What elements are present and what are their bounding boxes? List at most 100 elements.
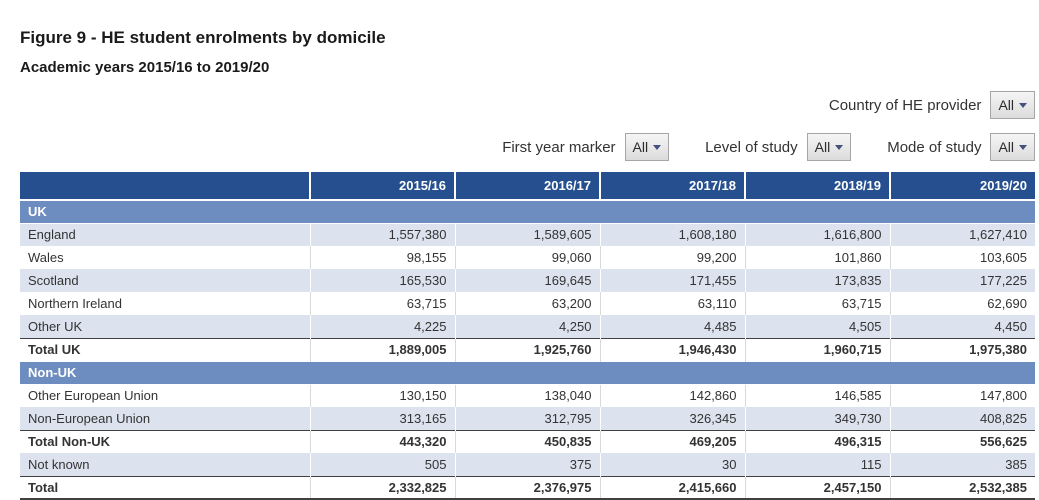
mode-of-study-dropdown[interactable]: All xyxy=(990,133,1035,161)
cell-value: 326,345 xyxy=(599,407,745,430)
cell-value: 4,505 xyxy=(744,315,890,338)
filter-row-secondary: First year marker All Level of study All… xyxy=(20,133,1035,161)
filter-level-of-study: Level of study All xyxy=(705,133,852,161)
section-label: Non-UK xyxy=(20,360,1035,385)
header-cell-blank xyxy=(20,172,310,201)
chevron-down-icon xyxy=(1019,145,1027,150)
cell-value: 130,150 xyxy=(309,384,455,407)
row-label: Wales xyxy=(20,246,310,269)
cell-value: 1,946,430 xyxy=(599,337,745,361)
page-title: Figure 9 - HE student enrolments by domi… xyxy=(20,28,386,47)
table-row: Wales 98,155 99,060 99,200 101,860 103,605 xyxy=(20,246,1035,269)
table-total-row: Total UK 1,889,005 1,925,760 1,946,430 1,960… xyxy=(20,337,1035,361)
cell-value: 385 xyxy=(889,453,1035,476)
cell-value: 142,860 xyxy=(599,384,745,407)
table-total-row: Total 2,332,825 2,376,975 2,415,660 2,457,15… xyxy=(20,475,1035,500)
cell-value: 30 xyxy=(599,453,745,476)
table-section-row: UK xyxy=(20,199,1035,224)
row-label: Total Non-UK xyxy=(20,429,310,453)
cell-value: 469,205 xyxy=(599,429,745,453)
row-label: England xyxy=(20,223,310,246)
cell-value: 138,040 xyxy=(454,384,600,407)
chevron-down-icon xyxy=(653,145,662,150)
table-row: Non-European Union 313,165 312,795 326,345 3… xyxy=(20,407,1035,430)
filter-label-country-of-he-provider: Country of HE provider xyxy=(828,96,982,114)
cell-value: 375 xyxy=(454,453,600,476)
cell-value: 4,250 xyxy=(454,315,600,338)
cell-value: 169,645 xyxy=(454,269,600,292)
cell-value: 2,332,825 xyxy=(309,475,455,500)
cell-value: 115 xyxy=(744,453,890,476)
cell-value: 4,225 xyxy=(309,315,455,338)
cell-value: 313,165 xyxy=(309,407,455,430)
filter-label-mode-of-study: Mode of study xyxy=(887,138,982,156)
cell-value: 99,200 xyxy=(599,246,745,269)
dropdown-value: All xyxy=(998,97,1014,113)
table-row: England 1,557,380 1,589,605 1,608,180 1,616,… xyxy=(20,223,1035,246)
cell-value: 62,690 xyxy=(889,292,1035,315)
table-row: Northern Ireland 63,715 63,200 63,110 63,715… xyxy=(20,292,1035,315)
cell-value: 63,110 xyxy=(599,292,745,315)
cell-value: 1,627,410 xyxy=(889,223,1035,246)
cell-value: 2,532,385 xyxy=(889,475,1035,500)
table-row: Other UK 4,225 4,250 4,485 4,505 4,450 xyxy=(20,315,1035,338)
chevron-down-icon xyxy=(835,145,844,150)
level-of-study-dropdown[interactable]: All xyxy=(806,133,852,161)
first-year-marker-dropdown[interactable]: All xyxy=(624,133,670,161)
row-label: Scotland xyxy=(20,269,310,292)
filter-row-primary: Country of HE provider All xyxy=(20,91,1035,119)
cell-value: 63,715 xyxy=(744,292,890,315)
dropdown-value: All xyxy=(814,139,831,155)
cell-value: 177,225 xyxy=(889,269,1035,292)
cell-value: 505 xyxy=(309,453,455,476)
table-row: Other European Union 130,150 138,040 142,86… xyxy=(20,384,1035,407)
cell-value: 103,605 xyxy=(889,246,1035,269)
cell-value: 1,889,005 xyxy=(309,337,455,361)
cell-value: 63,715 xyxy=(309,292,455,315)
chevron-down-icon xyxy=(1019,103,1027,108)
cell-value: 98,155 xyxy=(309,246,455,269)
row-label: Other European Union xyxy=(20,384,310,407)
country-of-he-provider-dropdown[interactable]: All xyxy=(990,91,1035,119)
row-label: Total UK xyxy=(20,337,310,361)
header-cell-year: 2015/16 xyxy=(309,172,455,201)
header-cell-year: 2019/20 xyxy=(889,172,1035,201)
cell-value: 450,835 xyxy=(454,429,600,453)
table-row: Scotland 165,530 169,645 171,455 173,835 177,… xyxy=(20,269,1035,292)
table-total-row: Total Non-UK 443,320 450,835 469,205 496,315… xyxy=(20,429,1035,453)
header-cell-year: 2016/17 xyxy=(454,172,600,201)
cell-value: 2,376,975 xyxy=(454,475,600,500)
cell-value: 496,315 xyxy=(744,429,890,453)
cell-value: 146,585 xyxy=(744,384,890,407)
cell-value: 1,608,180 xyxy=(599,223,745,246)
page-subtitle: Academic years 2015/16 to 2019/20 xyxy=(20,59,270,76)
cell-value: 173,835 xyxy=(744,269,890,292)
cell-value: 556,625 xyxy=(889,429,1035,453)
cell-value: 1,925,760 xyxy=(454,337,600,361)
table-section-row: Non-UK xyxy=(20,360,1035,385)
dropdown-value: All xyxy=(998,139,1014,155)
year-header-row: 2015/16 2016/17 2017/18 2018/19 2019/20 xyxy=(20,172,1035,201)
cell-value: 1,616,800 xyxy=(744,223,890,246)
cell-value: 408,825 xyxy=(889,407,1035,430)
row-label: Other UK xyxy=(20,315,310,338)
row-label: Not known xyxy=(20,453,310,476)
filter-mode-of-study: Mode of study All xyxy=(887,133,1035,161)
cell-value: 165,530 xyxy=(309,269,455,292)
filter-label-level-of-study: Level of study xyxy=(705,138,798,156)
filter-first-year-marker: First year marker All xyxy=(502,133,670,161)
cell-value: 63,200 xyxy=(454,292,600,315)
cell-value: 4,450 xyxy=(889,315,1035,338)
filter-country-of-he-provider: Country of HE provider All xyxy=(829,91,1035,119)
cell-value: 1,589,605 xyxy=(454,223,600,246)
header-cell-year: 2017/18 xyxy=(599,172,745,201)
cell-value: 2,415,660 xyxy=(599,475,745,500)
cell-value: 1,960,715 xyxy=(744,337,890,361)
row-label: Total xyxy=(20,475,310,500)
cell-value: 4,485 xyxy=(599,315,745,338)
enrolments-table: 2015/16 2016/17 2017/18 2018/19 2019/20 UK En… xyxy=(20,172,1035,500)
cell-value: 1,557,380 xyxy=(309,223,455,246)
cell-value: 349,730 xyxy=(744,407,890,430)
cell-value: 171,455 xyxy=(599,269,745,292)
